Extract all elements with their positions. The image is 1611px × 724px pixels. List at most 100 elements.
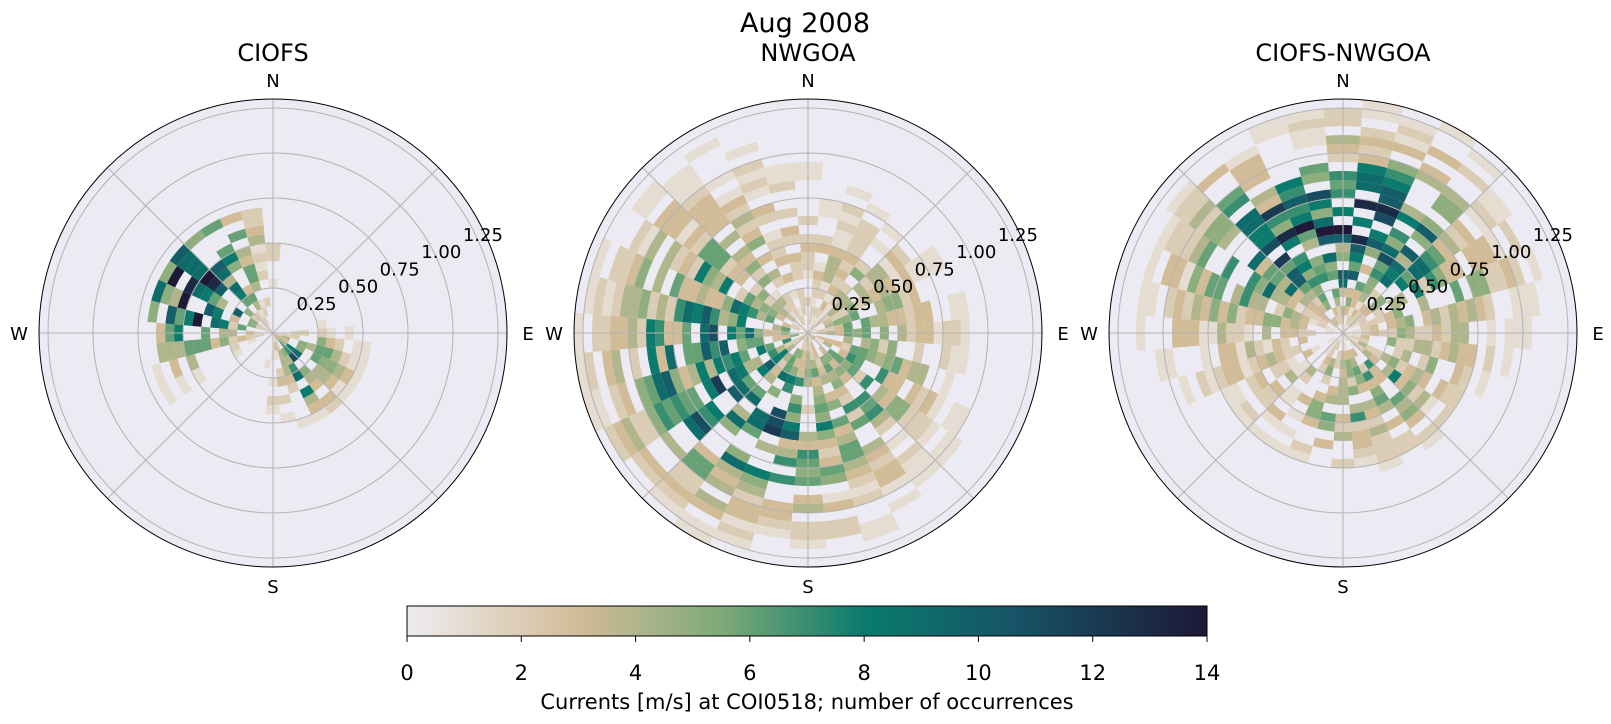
rose-bar: [206, 275, 223, 292]
rose-bar: [1302, 307, 1314, 318]
rose-bar: [1420, 428, 1445, 451]
compass-label-e: E: [1057, 324, 1068, 345]
rose-bar: [1310, 207, 1333, 220]
rose-bar: [830, 312, 841, 322]
rose-bar: [1256, 294, 1270, 313]
rose-bar: [1226, 342, 1239, 364]
rose-bar: [784, 411, 801, 423]
rose-bar: [336, 384, 355, 404]
rose-bar: [610, 349, 626, 385]
rose-bar: [814, 338, 823, 346]
rose-bar: [817, 365, 828, 377]
rose-bar: [1253, 340, 1265, 357]
rose-bar: [731, 403, 752, 422]
rose-bar: [660, 431, 688, 461]
rose-bar: [938, 344, 952, 371]
rose-bar: [1256, 353, 1270, 372]
rose-bar: [651, 372, 670, 402]
rose-bar: [794, 376, 805, 387]
rose-bar: [1358, 292, 1369, 304]
rose-bar: [1389, 259, 1407, 276]
rose-bar: [1235, 341, 1248, 361]
rose-bar: [1406, 262, 1425, 282]
rose-bar: [687, 447, 716, 474]
rose-bar: [1247, 250, 1267, 272]
rose-bar: [694, 283, 711, 306]
rose-bar: [677, 390, 698, 416]
rose-bar: [1188, 199, 1216, 230]
rose-bar: [693, 441, 721, 466]
colorbar-tick-label: 12: [1079, 661, 1106, 685]
rose-bar: [1331, 306, 1339, 317]
rose-bar: [734, 286, 750, 303]
rose-bar: [820, 313, 831, 323]
rose-bar: [818, 454, 843, 468]
rose-bar: [1352, 289, 1363, 301]
rose-bar: [725, 409, 747, 429]
rose-bar: [750, 266, 767, 283]
rose-bar: [881, 276, 898, 295]
rose-bar: [221, 251, 239, 267]
rose-bar: [1270, 218, 1294, 238]
rose-bar: [1476, 192, 1506, 225]
rose-bar: [1336, 306, 1342, 316]
radial-tick-label: 0.50: [338, 277, 378, 298]
figure-title: Aug 2008: [740, 8, 870, 39]
angular-gridline: [107, 167, 274, 334]
rose-bar: [781, 334, 791, 340]
rose-bar: [1340, 324, 1343, 333]
rose-bar: [581, 391, 605, 432]
rose-bar: [243, 307, 254, 318]
rose-bar: [1285, 266, 1302, 283]
rose-bar: [1331, 288, 1340, 299]
panel-title: NWGOA: [760, 39, 856, 67]
rose-bar: [789, 261, 803, 273]
rose-bar: [1229, 283, 1246, 306]
radial-tick-label: 0.25: [297, 294, 337, 315]
rose-bar: [1317, 234, 1336, 247]
rose-bar: [1282, 306, 1295, 320]
rose-bar: [842, 321, 853, 330]
compass-label-n: N: [801, 71, 814, 92]
rose-bar: [1239, 400, 1261, 423]
rose-bar: [1335, 315, 1341, 325]
rose-bar: [1294, 302, 1307, 314]
rose-bar: [822, 340, 833, 349]
rose-bar: [316, 319, 327, 330]
rose-bar: [911, 460, 942, 488]
rose-bar: [296, 414, 315, 429]
rose-bar: [175, 374, 192, 395]
rose-bar: [715, 458, 744, 480]
rose-bar: [316, 336, 327, 347]
rose-bar: [1281, 235, 1302, 252]
rose-bar: [214, 282, 229, 297]
rose-bar: [646, 346, 661, 375]
rose-bar: [810, 359, 818, 369]
rose-bar: [802, 333, 808, 342]
rose-bar: [238, 254, 255, 268]
rose-bar: [766, 237, 785, 252]
rose-bar: [808, 324, 812, 333]
rose-bar: [1275, 226, 1298, 245]
rose-bar: [734, 363, 750, 380]
rose-bar: [731, 244, 752, 263]
rose-bar: [168, 287, 184, 308]
rose-bar: [642, 374, 662, 406]
rose-bar: [735, 479, 767, 499]
rose-bar: [800, 341, 806, 351]
rose-bar: [1269, 363, 1285, 380]
rose-bar: [273, 341, 278, 351]
rose-bar: [1332, 316, 1340, 326]
rose-bar: [730, 210, 755, 230]
rose-bar: [889, 356, 904, 375]
rose-bar: [286, 381, 300, 394]
rose-bar: [749, 282, 764, 297]
rose-bar: [796, 367, 805, 378]
rose-bar: [1432, 405, 1454, 429]
rose-bar: [1348, 261, 1362, 273]
rose-bar: [313, 344, 326, 356]
rose-bar: [1357, 162, 1388, 177]
rose-bar: [1289, 211, 1313, 227]
rose-bar: [1265, 210, 1290, 230]
rose-bar: [677, 365, 694, 391]
